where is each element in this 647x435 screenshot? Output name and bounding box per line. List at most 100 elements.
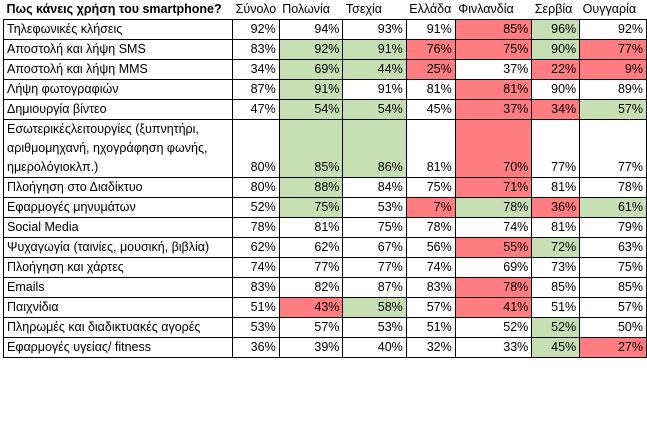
- value-cell: 53%: [342, 317, 407, 338]
- value-cell: 52%: [531, 317, 581, 338]
- data-row: Social Media 78% 81% 75% 78% 74% 81% 79%: [2, 217, 647, 238]
- header-cell: Σύνολο: [232, 0, 280, 20]
- value-cell: 78%: [405, 217, 456, 238]
- value-cell: 43%: [278, 297, 344, 318]
- table-body: Πως κάνεις χρήση του smartphone? Σύνολο Πο…: [2, 0, 647, 358]
- value-cell: 33%: [454, 337, 533, 358]
- row-label: Social Media: [2, 217, 234, 238]
- value-cell: 9%: [579, 59, 647, 80]
- value-cell: 78%: [232, 217, 280, 238]
- value-cell: 81%: [405, 119, 456, 178]
- row-label: Παιχνίδια: [2, 297, 234, 318]
- header-cell: Πολωνία: [279, 0, 343, 20]
- value-cell: 22%: [531, 59, 581, 80]
- value-cell: 62%: [232, 237, 280, 258]
- value-cell: 53%: [342, 197, 407, 218]
- value-cell: 84%: [342, 177, 407, 198]
- value-cell: 96%: [531, 19, 581, 40]
- value-cell: 76%: [405, 39, 456, 60]
- row-label: Εσωτερικέςλειτουργίες (ξυπνητήρι, αριθμο…: [2, 119, 234, 178]
- value-cell: 75%: [405, 177, 456, 198]
- value-cell: 57%: [405, 297, 456, 318]
- row-label: Πλοήγηση και χάρτες: [2, 257, 234, 278]
- value-cell: 81%: [531, 217, 581, 238]
- value-cell: 73%: [531, 257, 581, 278]
- row-label: Δημιουργία βίντεο: [2, 99, 234, 120]
- value-cell: 77%: [342, 257, 407, 278]
- value-cell: 57%: [278, 317, 344, 338]
- value-cell: 85%: [531, 277, 581, 298]
- value-cell: 74%: [232, 257, 280, 278]
- row-label: Αποστολή και λήψη MMS: [2, 59, 234, 80]
- value-cell: 92%: [232, 19, 280, 40]
- value-cell: 45%: [531, 337, 581, 358]
- value-cell: 58%: [342, 297, 407, 318]
- value-cell: 34%: [531, 99, 581, 120]
- value-cell: 78%: [454, 197, 533, 218]
- value-cell: 90%: [531, 39, 581, 60]
- value-cell: 77%: [579, 119, 647, 178]
- row-label: Πλοήγηση στο Διαδίκτυο: [2, 177, 234, 198]
- value-cell: 36%: [531, 197, 581, 218]
- value-cell: 87%: [232, 79, 280, 100]
- data-row: Ψυχαγωγία (ταινίες, μουσική, βιβλία) 62% 6…: [2, 237, 647, 258]
- value-cell: 77%: [278, 257, 344, 278]
- value-cell: 32%: [405, 337, 456, 358]
- header-cell: Ελλάδα: [406, 0, 456, 20]
- value-cell: 86%: [342, 119, 407, 178]
- value-cell: 67%: [342, 237, 407, 258]
- value-cell: 51%: [405, 317, 456, 338]
- value-cell: 80%: [232, 177, 280, 198]
- value-cell: 78%: [579, 177, 647, 198]
- value-cell: 75%: [579, 257, 647, 278]
- data-row: Emails 83% 82% 87% 83% 78% 85% 85%: [2, 277, 647, 298]
- value-cell: 52%: [232, 197, 280, 218]
- data-row: Πληρωμές και διαδικτυακές αγορές 53% 57% 53…: [2, 317, 647, 338]
- value-cell: 92%: [579, 19, 647, 40]
- value-cell: 69%: [278, 59, 344, 80]
- row-label: Τηλεφωνικές κλήσεις: [2, 19, 234, 40]
- value-cell: 61%: [579, 197, 647, 218]
- data-row: Δημιουργία βίντεο 47% 54% 54% 45% 37% 34% 57%: [2, 99, 647, 120]
- value-cell: 7%: [405, 197, 456, 218]
- value-cell: 57%: [579, 99, 647, 120]
- value-cell: 81%: [278, 217, 344, 238]
- value-cell: 81%: [531, 177, 581, 198]
- value-cell: 70%: [454, 119, 533, 178]
- value-cell: 47%: [232, 99, 280, 120]
- value-cell: 88%: [278, 177, 344, 198]
- header-cell: Τσεχία: [342, 0, 407, 20]
- value-cell: 75%: [342, 217, 407, 238]
- value-cell: 77%: [531, 119, 581, 178]
- value-cell: 41%: [454, 297, 533, 318]
- data-row: Αποστολή και λήψη MMS 34% 69% 44% 25% 37% 22% 9…: [2, 59, 647, 80]
- value-cell: 83%: [232, 39, 280, 60]
- row-label: Πληρωμές και διαδικτυακές αγορές: [2, 317, 234, 338]
- data-row: Αποστολή και λήψη SMS 83% 92% 91% 76% 75% 90% 7…: [2, 39, 647, 60]
- row-label: Ψυχαγωγία (ταινίες, μουσική, βιβλία): [2, 237, 234, 258]
- header-cell: Πως κάνεις χρήση του smartphone?: [3, 0, 233, 20]
- value-cell: 91%: [405, 19, 456, 40]
- value-cell: 78%: [454, 277, 533, 298]
- value-cell: 55%: [454, 237, 533, 258]
- value-cell: 51%: [531, 297, 581, 318]
- header-row: Πως κάνεις χρήση του smartphone? Σύνολο Πο…: [3, 0, 647, 20]
- value-cell: 54%: [342, 99, 407, 120]
- value-cell: 83%: [232, 277, 280, 298]
- value-cell: 69%: [454, 257, 533, 278]
- value-cell: 85%: [278, 119, 344, 178]
- header-cell: Φινλανδία: [455, 0, 532, 20]
- value-cell: 85%: [579, 277, 647, 298]
- value-cell: 83%: [405, 277, 456, 298]
- value-cell: 80%: [232, 119, 280, 178]
- value-cell: 54%: [278, 99, 344, 120]
- value-cell: 27%: [579, 337, 647, 358]
- value-cell: 37%: [454, 59, 533, 80]
- data-row: Πλοήγηση στο Διαδίκτυο 80% 88% 84% 75% 71% 81%…: [2, 177, 647, 198]
- data-row: Πλοήγηση και χάρτες 74% 77% 77% 74% 69% 73% 75%: [2, 257, 647, 278]
- data-row: Εσωτερικέςλειτουργίες (ξυπνητήρι, αριθμο…: [2, 119, 647, 178]
- header-cell: Ουγγαρία: [579, 0, 647, 20]
- value-cell: 37%: [454, 99, 533, 120]
- value-cell: 72%: [531, 237, 581, 258]
